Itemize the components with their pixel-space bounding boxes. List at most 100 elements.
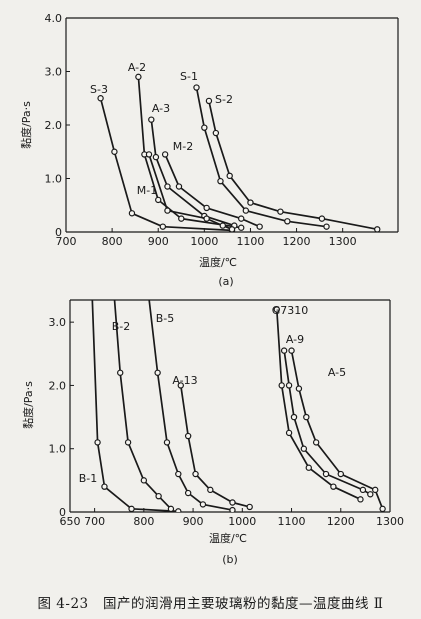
data-point-a-2: [135, 73, 142, 81]
x-tick-label: 900: [183, 515, 204, 528]
data-point-s-1: [217, 177, 224, 185]
plot-area: [91, 300, 386, 512]
data-point-b-1: [175, 508, 182, 512]
data-point-s-2: [374, 226, 381, 232]
series-line-a-3: [150, 119, 235, 227]
data-point-s-3: [97, 95, 104, 102]
data-point-g7310: [305, 464, 312, 471]
data-point-s-3: [111, 148, 118, 155]
x-tick-label: 800: [133, 515, 154, 528]
chart-a: 700 800 900 1000 1100 1200 1300 0 1.0 2.0 3.0 4.0 温度…: [19, 12, 399, 288]
data-point-s-3: [128, 210, 136, 217]
x-tick-label: 1300: [329, 235, 357, 248]
x-tick-label: 1100: [278, 515, 306, 528]
series-line-s-1: [195, 87, 327, 228]
chart-b: 650 700 800 900 1000 1100 1200 1300 0 1.0 2.0 3.0 温度…: [21, 299, 404, 566]
plot-area: [97, 73, 381, 232]
data-point-a-9: [290, 413, 298, 421]
chart-subtitle: (b): [222, 553, 238, 566]
data-point-b-1: [128, 505, 135, 512]
data-point-a-3: [148, 116, 155, 123]
chart-svg: 700 800 900 1000 1100 1200 1300 0 1.0 2.0 3.0 4.0 温度…: [19, 12, 404, 566]
data-point-a-13: [177, 382, 184, 389]
data-point-a-9: [322, 470, 330, 478]
y-axis-label: 黏度/Pa·s: [19, 101, 33, 149]
series-label-s-3: S-3: [90, 83, 108, 96]
data-point-g7310: [273, 306, 280, 313]
x-tick-label: 1000: [228, 515, 256, 528]
x-tick-label: 900: [148, 235, 169, 248]
figure-caption: 图 4-23 国产的润滑用主要玻璃粉的黏度—温度曲线 Ⅱ: [0, 592, 421, 612]
data-point-a-9: [359, 486, 367, 494]
data-point-a-13: [184, 432, 192, 440]
data-point-b-2: [155, 492, 162, 500]
data-point-a-5: [312, 439, 320, 446]
data-point-a-5: [379, 505, 386, 512]
figure-title: 国产的润滑用主要玻璃粉的黏度—温度曲线 Ⅱ: [103, 596, 384, 612]
data-point-a-9: [280, 347, 288, 354]
data-point-m-2: [238, 215, 245, 222]
series-label-a-13: A-13: [172, 374, 197, 387]
y-tick-label: 1.0: [49, 443, 67, 456]
series-line-b-5: [148, 300, 233, 511]
data-point-m-2: [256, 223, 263, 230]
data-point-s-2: [226, 172, 233, 180]
y-tick-label: 0: [59, 506, 66, 519]
data-point-m-1: [219, 222, 226, 229]
x-tick-label: 800: [102, 235, 123, 248]
data-point-a-9: [300, 445, 308, 452]
x-axis-label: 温度/℃: [199, 255, 237, 269]
x-tick-label: 1300: [376, 515, 404, 528]
data-point-b-1: [94, 439, 101, 446]
data-point-s-2: [205, 97, 213, 105]
data-point-a-13: [207, 486, 214, 494]
series-line-b-1: [91, 300, 179, 512]
x-axis-label: 温度/℃: [209, 531, 247, 545]
x-tick-label: 700: [84, 515, 105, 528]
data-point-b-5: [199, 501, 207, 508]
data-point-s-1: [193, 84, 200, 91]
series-line-s-2: [208, 100, 378, 231]
data-point-s-1: [284, 218, 291, 225]
data-point-s-2: [247, 199, 254, 206]
data-point-g7310: [278, 382, 285, 389]
data-point-s-1: [201, 124, 208, 131]
series-line-m-1: [148, 154, 233, 231]
series-label-g7310: G7310: [272, 304, 309, 317]
series-label-s-2: S-2: [215, 93, 233, 106]
data-point-b-2: [140, 477, 148, 484]
series-label-a-5: A-5: [328, 366, 346, 379]
series-label-m-1: M-1: [137, 184, 157, 197]
data-point-g7310: [285, 429, 293, 437]
y-tick-label: 3.0: [49, 316, 67, 329]
data-point-m-1: [203, 215, 210, 222]
data-point-a-5: [372, 486, 379, 494]
data-point-s-2: [212, 129, 220, 137]
series-line-m-2: [164, 154, 261, 228]
data-point-b-2: [124, 439, 132, 446]
y-tick-label: 2.0: [45, 119, 63, 132]
series-label-a-2: A-2: [128, 61, 146, 74]
x-tick-label: 650: [60, 515, 81, 528]
series-label-a-3: A-3: [152, 102, 170, 115]
data-point-a-13: [192, 470, 199, 478]
data-point-a-2: [155, 196, 162, 204]
data-point-b-2: [117, 369, 124, 376]
data-point-g7310: [357, 496, 364, 503]
data-point-a-13: [246, 503, 253, 511]
figure-number: 图 4-23: [37, 596, 89, 612]
data-point-a-9: [367, 491, 374, 498]
series-label-b-2: B-2: [112, 320, 131, 333]
data-point-s-2: [277, 208, 284, 215]
x-tick-label: 1000: [190, 235, 218, 248]
data-point-b-5: [154, 369, 161, 376]
data-point-s-3: [159, 223, 167, 230]
data-point-a-2: [178, 215, 185, 222]
data-point-m-2: [203, 204, 210, 212]
data-point-m-2: [175, 183, 183, 190]
series-label-s-1: S-1: [180, 70, 198, 83]
data-point-b-5: [163, 439, 171, 446]
series-label-b-1: B-1: [79, 472, 98, 485]
y-tick-label: 2.0: [49, 379, 67, 392]
data-point-a-9: [285, 382, 293, 389]
